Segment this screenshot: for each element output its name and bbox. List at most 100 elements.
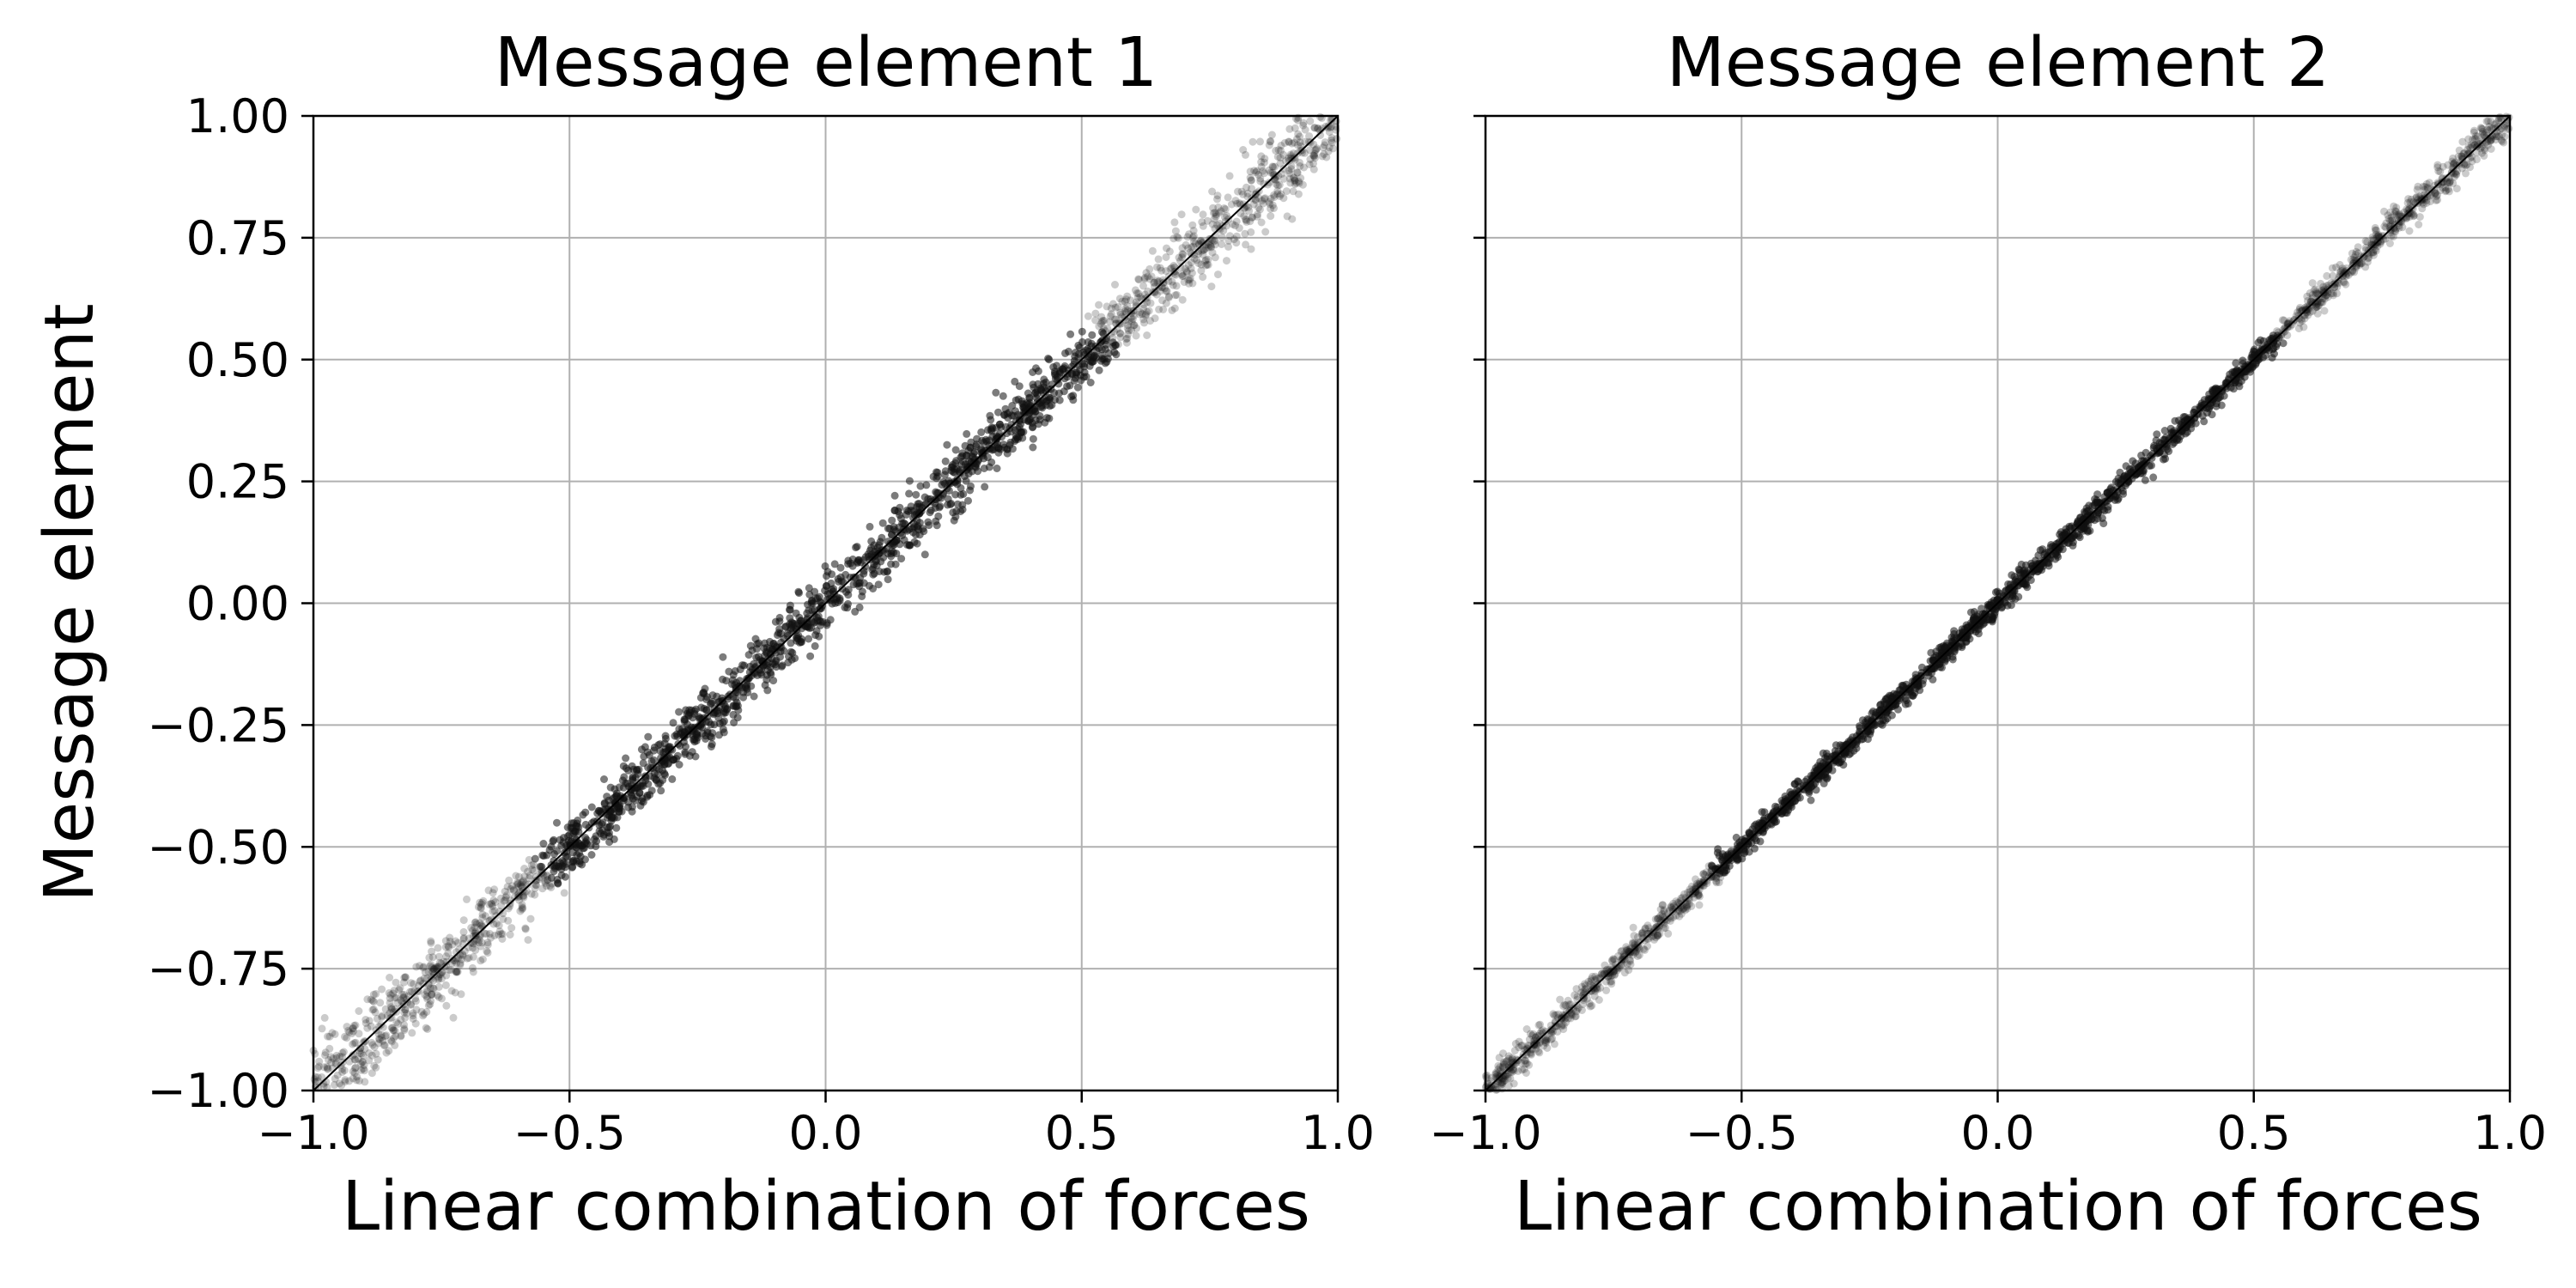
data-point [477,920,486,929]
data-point [1620,969,1629,977]
data-point [822,581,830,590]
data-point [848,562,857,570]
data-point [806,652,815,660]
data-point [1629,923,1637,932]
data-point [486,930,494,938]
data-point [751,635,760,643]
data-point [351,1038,360,1047]
data-point [587,803,596,811]
data-point [710,720,719,729]
data-point [1142,269,1151,277]
data-point [321,1051,329,1060]
data-point [361,1019,370,1027]
data-point [880,568,889,576]
data-point [1125,326,1133,335]
data-point [1008,402,1017,410]
data-point [1881,716,1890,725]
data-point [675,708,683,716]
data-point [368,1038,376,1047]
data-point [506,902,514,910]
data-point [1188,221,1197,229]
data-point [452,937,460,945]
data-point [1142,310,1151,319]
data-point [1185,276,1194,284]
data-point [1287,165,1296,173]
data-point [1029,434,1037,443]
x-tick-label: 1.0 [2473,1106,2547,1160]
data-point [1199,251,1207,259]
data-point [1310,151,1318,160]
data-point [706,700,714,708]
data-point [478,898,487,907]
data-point [1179,271,1188,280]
data-point [1272,146,1280,155]
data-point [1266,200,1274,209]
data-point [419,1012,428,1020]
data-point [324,1065,332,1073]
data-point [338,1065,346,1073]
data-point [1154,255,1163,264]
data-point [1197,260,1206,269]
data-point [1140,275,1149,283]
data-point [430,964,439,973]
data-point [453,969,461,976]
data-point [378,1033,386,1042]
data-point [1086,379,1095,386]
data-point [1498,1079,1507,1088]
data-point [1172,282,1181,290]
data-point [469,944,477,952]
x-ticks: −1.0 −0.5 0.0 0.5 1.0 [1429,1091,2547,1160]
data-point [422,993,431,1001]
data-point [1102,340,1110,349]
data-point [1184,244,1193,252]
data-point [459,916,468,925]
data-point [388,1005,397,1013]
data-point [2414,182,2422,191]
data-point [1327,138,1336,147]
data-point [1230,222,1239,230]
data-point [453,959,460,968]
data-point [721,708,730,717]
data-point [1132,298,1140,307]
data-point [506,931,514,939]
y-ticks [1473,114,1485,1092]
data-point [434,993,443,1001]
data-point [1296,132,1304,141]
data-point [355,1030,363,1038]
data-point [532,872,540,881]
data-point [498,930,507,939]
data-point [541,878,550,887]
data-point [1704,862,1713,871]
data-point [527,861,536,870]
data-point [598,820,606,829]
data-point [492,920,501,927]
data-point [1529,1030,1537,1038]
data-point [442,952,451,961]
data-point [1161,284,1169,293]
data-point [483,947,491,956]
data-point [538,851,547,860]
data-point [372,1063,380,1072]
data-point [374,1030,383,1038]
data-point [340,1066,349,1075]
data-point [1223,257,1230,265]
data-point [1255,194,1263,203]
data-point [1285,169,1294,178]
data-point [635,765,643,774]
data-point [550,850,558,858]
data-point [1128,314,1137,323]
data-point [1095,366,1103,374]
data-point [530,860,538,869]
data-point [1285,156,1293,165]
data-point [323,1083,331,1091]
data-point [398,991,407,999]
data-point [1114,303,1122,311]
data-point [902,510,910,519]
data-point [1103,302,1111,311]
data-point [1153,278,1162,287]
data-point [1189,242,1198,251]
scatter-points [309,112,1341,1092]
data-point [445,965,453,974]
data-point [335,1079,343,1088]
data-point [361,1078,369,1086]
